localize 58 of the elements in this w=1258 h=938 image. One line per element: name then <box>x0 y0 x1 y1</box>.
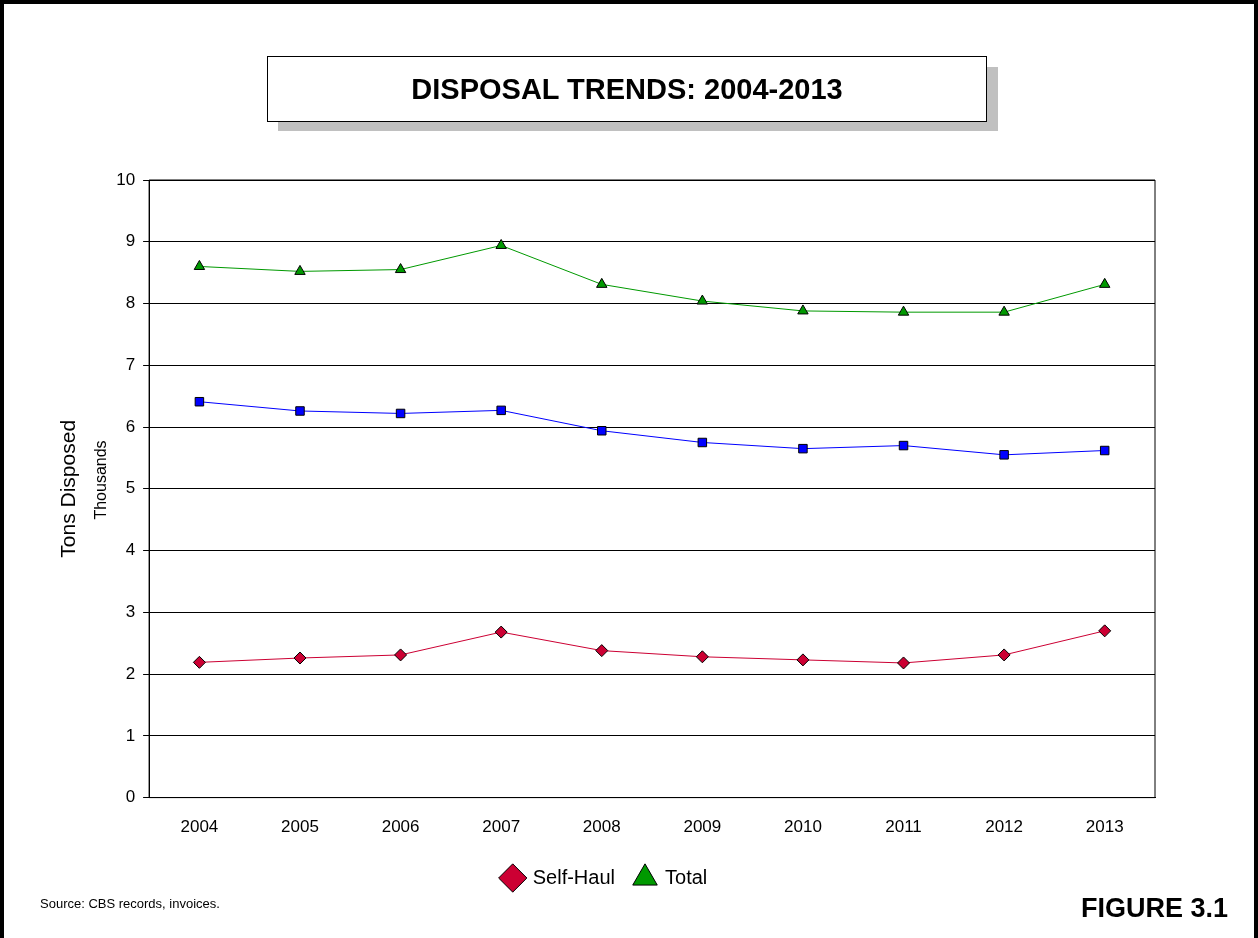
x-tick-label: 2004 <box>180 817 219 837</box>
y-tick-label: 1 <box>125 725 136 745</box>
point <box>597 426 607 436</box>
point <box>696 294 709 305</box>
point <box>1098 624 1112 638</box>
legend-label: Self-Haul <box>532 865 616 888</box>
point <box>394 263 407 274</box>
point <box>596 277 608 288</box>
point <box>294 264 306 275</box>
x-tick-label: 2011 <box>885 817 922 837</box>
point <box>1099 445 1110 456</box>
point <box>394 648 408 662</box>
point <box>293 651 307 665</box>
text: Thousands <box>92 440 110 520</box>
point <box>796 653 810 667</box>
point <box>496 405 506 416</box>
point <box>495 238 507 249</box>
point <box>898 440 909 451</box>
x-tick-label: 2010 <box>784 817 822 837</box>
point <box>897 656 911 670</box>
x-tick-label: 2012 <box>985 817 1024 837</box>
x-tick-label: 2013 <box>1085 817 1124 837</box>
y-tick-label: 6 <box>125 416 136 436</box>
point <box>494 625 508 639</box>
y-tick-label: 9 <box>125 231 136 251</box>
y-tick-label: 2 <box>125 663 136 683</box>
point <box>999 450 1009 460</box>
y-tick-label: 8 <box>125 293 136 313</box>
point <box>194 396 205 407</box>
y-tick-label: 0 <box>125 787 136 807</box>
y-tick-label: 3 <box>125 602 136 622</box>
y-axis-title: Tons Disposed <box>56 419 80 558</box>
y-tick-label: 7 <box>125 354 136 374</box>
caption: FIGURE 3.1 <box>1080 893 1228 924</box>
point <box>897 305 910 316</box>
point <box>695 650 709 664</box>
x-tick-label: 2006 <box>381 817 420 837</box>
x-tick-label: 2007 <box>482 817 521 837</box>
point <box>192 655 206 669</box>
y-tick-label: 5 <box>125 478 136 498</box>
point <box>998 305 1010 316</box>
x-tick-label: 2005 <box>281 817 319 837</box>
point <box>595 644 609 658</box>
point <box>798 443 808 454</box>
y-tick-label: 10 <box>116 169 136 189</box>
x-tick-label: 2008 <box>582 817 621 837</box>
point <box>193 259 206 270</box>
point <box>797 304 809 315</box>
point <box>1099 277 1111 288</box>
point <box>395 408 406 419</box>
legend-label: Total <box>665 865 708 888</box>
y-tick-label: 4 <box>125 540 136 560</box>
point <box>697 437 708 448</box>
point <box>997 648 1011 662</box>
chart-title: DISPOSAL TRENDS: 2004-2013 <box>267 56 987 122</box>
point <box>295 406 305 416</box>
x-tick-label: 2009 <box>683 817 722 837</box>
source-note: Source: CBS records, invoices. <box>40 896 220 911</box>
